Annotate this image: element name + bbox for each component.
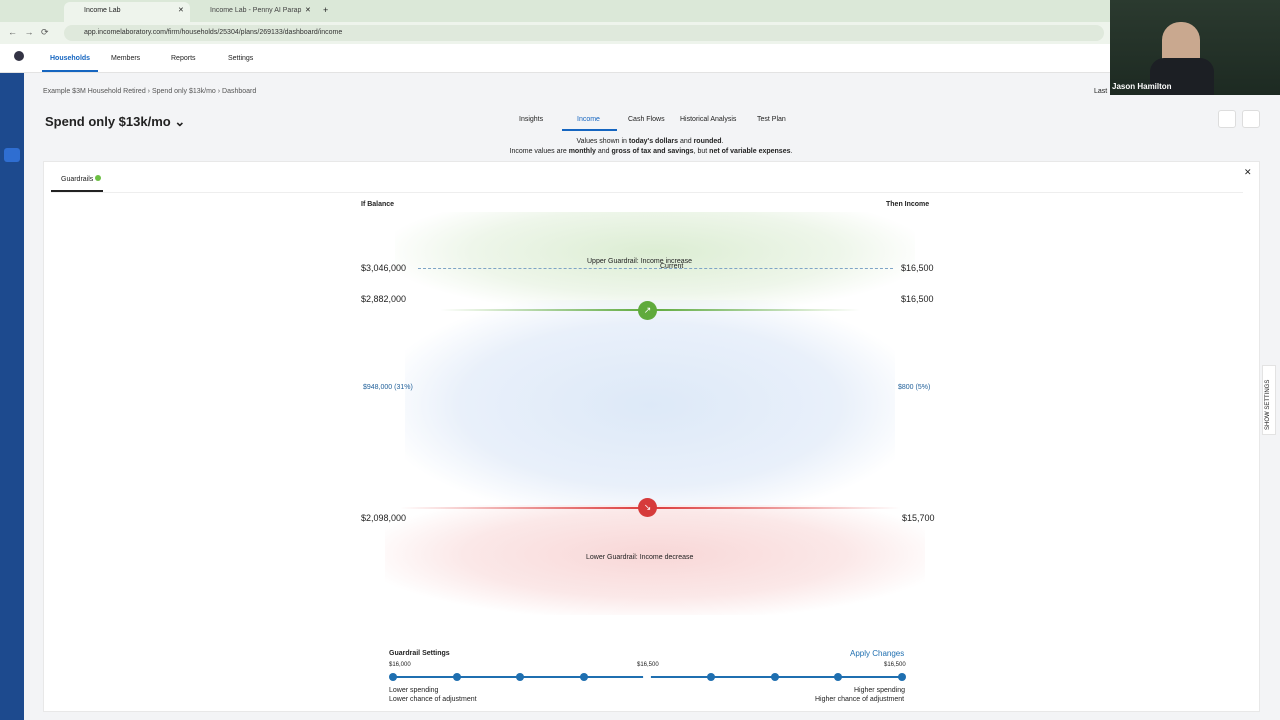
slider-hint: Lower chance of adjustment xyxy=(389,696,477,703)
slider-hint: Higher chance of adjustment xyxy=(815,696,905,703)
show-settings[interactable]: SHOW SETTINGS xyxy=(1265,379,1271,430)
t: monthly xyxy=(568,148,596,155)
tab[interactable]: Insights xyxy=(519,116,544,123)
apply-button[interactable]: Apply Changes xyxy=(850,649,905,658)
settings-title: Guardrail Settings xyxy=(389,650,450,657)
lower-label: Lower Guardrail: Income decrease xyxy=(586,554,694,561)
t: today's dollars xyxy=(628,138,678,145)
settings-drawer[interactable] xyxy=(1262,365,1276,435)
t: rounded xyxy=(693,138,722,145)
url-field[interactable] xyxy=(64,25,1104,41)
tab[interactable]: Historical Analysis xyxy=(680,116,737,123)
t: Values shown in xyxy=(576,138,629,145)
new-tab[interactable]: + xyxy=(323,5,329,15)
tab-underline xyxy=(51,190,103,192)
note: Values shown in today's dollars and roun… xyxy=(0,138,1280,145)
sidebar-active[interactable] xyxy=(4,148,20,162)
balance: $2,098,000 xyxy=(361,513,407,523)
slider-hint: Lower spending xyxy=(389,687,439,694)
t: and xyxy=(678,138,694,145)
income: $16,500 xyxy=(901,294,934,304)
balance: $3,046,000 xyxy=(361,263,407,273)
nav-buttons[interactable]: ← → ⟳ xyxy=(8,27,49,37)
nav-item[interactable]: Settings xyxy=(228,55,254,62)
crumb: Dashboard xyxy=(222,88,257,95)
t: . xyxy=(721,138,724,145)
slider-min: $16,000 xyxy=(389,662,411,668)
income: $15,700 xyxy=(902,513,935,523)
t: and xyxy=(595,148,612,155)
slider-hint: Higher spending xyxy=(854,687,905,694)
tab-underline xyxy=(562,129,617,131)
slider-step[interactable] xyxy=(834,673,843,681)
presenter-suit xyxy=(1150,58,1214,95)
income-gap: $800 (5%) xyxy=(898,384,931,391)
tab-title[interactable]: Income Lab xyxy=(84,7,121,14)
current-label: Current xyxy=(660,263,684,270)
slider-mid: $16,500 xyxy=(637,662,659,668)
settings-button[interactable] xyxy=(1218,110,1236,128)
last-updated: Last xyxy=(1094,88,1108,95)
video-name: Jason Hamilton xyxy=(1112,82,1172,91)
tab[interactable]: Test Plan xyxy=(757,116,786,123)
lower-icon: ↘ xyxy=(638,498,657,517)
close-button[interactable]: ✕ xyxy=(1244,167,1252,177)
export-button[interactable] xyxy=(1242,110,1260,128)
lower-zone xyxy=(385,505,925,615)
slider-step[interactable] xyxy=(707,673,715,681)
breadcrumb[interactable]: Example $3M Household Retired › Spend on… xyxy=(43,88,257,95)
tab[interactable]: Income xyxy=(577,116,600,123)
logo xyxy=(14,51,24,61)
t: gross of tax and savings xyxy=(611,148,694,155)
income: $16,500 xyxy=(901,263,934,273)
upper-zone xyxy=(395,212,915,312)
balance: $2,882,000 xyxy=(361,294,407,304)
nav-item[interactable]: Households xyxy=(50,55,91,62)
slider-step[interactable] xyxy=(770,673,779,681)
slider-max: $16,500 xyxy=(884,662,906,668)
t: , but xyxy=(693,148,710,155)
slider-step[interactable] xyxy=(643,673,652,681)
t: net of variable expenses xyxy=(709,148,791,155)
upper-label: Upper Guardrail: Income increase xyxy=(587,258,693,265)
app-header xyxy=(0,44,1280,73)
close-icon[interactable]: ✕ xyxy=(305,7,311,14)
slider-step[interactable] xyxy=(516,673,525,681)
tab[interactable]: Cash Flows xyxy=(628,116,665,123)
current-zone xyxy=(405,300,895,510)
note: Income values are monthly and gross of t… xyxy=(0,148,1280,155)
sidebar xyxy=(0,73,24,720)
column-header: If Balance xyxy=(361,201,395,208)
url[interactable]: app.incomelaboratory.com/firm/households… xyxy=(84,29,343,36)
plan-name[interactable]: Spend only $13k/mo xyxy=(45,114,171,129)
column-header: Then Income xyxy=(886,201,930,208)
tab-active[interactable] xyxy=(64,2,190,22)
slider-step[interactable] xyxy=(579,673,588,681)
crumb[interactable]: Spend only $13k/mo xyxy=(151,88,216,95)
nav-item[interactable]: Members xyxy=(111,55,141,62)
tab-bar xyxy=(0,0,1280,22)
panel-tab[interactable]: Guardrails xyxy=(61,176,94,183)
current-line xyxy=(418,268,893,269)
slider-step[interactable] xyxy=(897,673,906,681)
slider-step[interactable] xyxy=(389,673,397,681)
slider-step[interactable] xyxy=(452,673,461,681)
divider xyxy=(51,192,1243,193)
plan-title[interactable]: Spend only $13k/mo ⌄ xyxy=(45,114,186,129)
close-icon[interactable]: ✕ xyxy=(178,7,184,14)
nav-item[interactable]: Reports xyxy=(171,55,196,62)
t: . xyxy=(790,148,793,155)
balance-gap: $948,000 (31%) xyxy=(363,384,413,391)
upper-icon: ↗ xyxy=(638,301,657,320)
t: Income values are xyxy=(509,148,569,155)
tab-title[interactable]: Income Lab - Penny AI Parap xyxy=(210,7,302,14)
nav-underline xyxy=(42,70,98,72)
crumb[interactable]: Example $3M Household Retired xyxy=(43,88,146,95)
badge xyxy=(95,175,101,181)
